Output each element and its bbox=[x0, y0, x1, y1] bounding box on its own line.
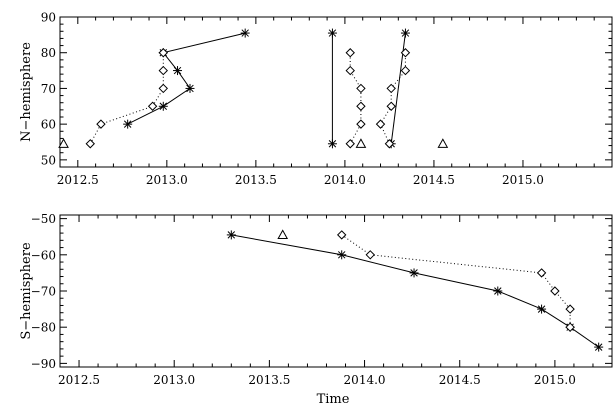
triangle-marker bbox=[277, 229, 289, 240]
y-tick-label: −90 bbox=[31, 357, 56, 371]
y-tick-label: 70 bbox=[41, 82, 56, 96]
diamond-marker bbox=[85, 139, 95, 149]
asterisk-marker bbox=[327, 139, 337, 149]
asterisk-series-line bbox=[127, 32, 246, 125]
x-tick-label: 2014.0 bbox=[344, 373, 386, 387]
x-tick-label: 2014.5 bbox=[439, 373, 481, 387]
asterisk-marker bbox=[185, 83, 195, 93]
asterisk-marker bbox=[240, 28, 250, 38]
y-tick-label: 60 bbox=[41, 118, 56, 132]
asterisk-marker bbox=[400, 28, 410, 38]
asterisk-marker bbox=[327, 28, 337, 38]
diamond-marker bbox=[158, 65, 168, 76]
diamond-marker bbox=[356, 101, 366, 111]
diamond-marker bbox=[400, 48, 411, 58]
diamond-marker bbox=[550, 286, 560, 296]
triangle-marker bbox=[437, 138, 449, 148]
diamond-series-line bbox=[89, 52, 164, 145]
y-tick-label: −80 bbox=[31, 321, 56, 335]
diamond-marker bbox=[345, 139, 355, 149]
diamond-marker bbox=[365, 250, 375, 260]
x-tick-label: 2015.0 bbox=[534, 373, 576, 387]
asterisk-marker bbox=[173, 66, 183, 76]
asterisk-marker bbox=[594, 342, 604, 352]
diamond-marker bbox=[345, 48, 355, 58]
diamond-marker bbox=[400, 65, 411, 76]
diamond-marker bbox=[375, 119, 386, 129]
diamond-marker bbox=[158, 83, 168, 94]
diamond-marker bbox=[536, 268, 547, 278]
asterisk-marker bbox=[337, 250, 347, 260]
x-tick-label: 2013.5 bbox=[248, 373, 290, 387]
y-axis-label: S−hemisphere bbox=[19, 242, 34, 340]
plot-frame bbox=[59, 16, 613, 168]
y-tick-label: 50 bbox=[41, 153, 56, 167]
n-hemisphere-panel: 2012.5 2013.0 2013.5 2014.0 2014.5 2015.0 50 60… bbox=[19, 11, 613, 187]
diamond-marker bbox=[147, 101, 158, 111]
asterisk-marker bbox=[409, 268, 419, 278]
diamond-marker bbox=[565, 322, 575, 332]
diamond-marker bbox=[384, 139, 395, 149]
x-tick-label: 2012.5 bbox=[57, 173, 99, 187]
x-axis-label: Time bbox=[317, 392, 350, 407]
diamond-marker bbox=[356, 119, 366, 129]
diamond-series-line bbox=[341, 234, 571, 328]
triangle-marker bbox=[355, 138, 367, 148]
diamond-marker bbox=[337, 230, 347, 240]
asterisk-marker bbox=[226, 230, 236, 240]
y-tick-label: −60 bbox=[31, 248, 56, 262]
x-tick-label: 2012.5 bbox=[58, 373, 100, 387]
diamond-marker bbox=[356, 83, 366, 94]
x-tick-label: 2013.5 bbox=[235, 173, 277, 187]
asterisk-marker bbox=[493, 286, 503, 296]
y-tick-label: −70 bbox=[31, 285, 56, 299]
x-tick-label: 2015.0 bbox=[502, 173, 544, 187]
diamond-marker bbox=[565, 304, 575, 314]
y-tick-label: −50 bbox=[31, 212, 56, 226]
y-tick-label: 80 bbox=[41, 46, 56, 60]
diamond-marker bbox=[386, 83, 396, 94]
plot-frame bbox=[59, 214, 613, 368]
asterisk-marker bbox=[123, 119, 133, 129]
y-axis-label: N−hemisphere bbox=[19, 42, 34, 142]
s-hemisphere-panel: 2012.5 2013.0 2013.5 2014.0 2014.5 2015.0 −90 −… bbox=[19, 212, 613, 387]
diamond-marker bbox=[158, 48, 168, 58]
diamond-marker bbox=[386, 101, 396, 111]
asterisk-marker bbox=[537, 304, 547, 314]
asterisk-series-line bbox=[231, 234, 599, 348]
y-tick-label: 90 bbox=[41, 11, 56, 25]
triangle-marker bbox=[58, 138, 69, 148]
diamond-marker bbox=[96, 119, 106, 129]
x-tick-label: 2014.5 bbox=[413, 173, 455, 187]
diamond-series-line bbox=[349, 52, 362, 145]
diamond-marker bbox=[345, 65, 355, 76]
diamond-series-line bbox=[379, 52, 406, 145]
asterisk-marker bbox=[158, 101, 168, 111]
x-tick-label: 2014.0 bbox=[324, 173, 366, 187]
x-tick-label: 2013.0 bbox=[153, 373, 195, 387]
x-tick-label: 2013.0 bbox=[146, 173, 188, 187]
